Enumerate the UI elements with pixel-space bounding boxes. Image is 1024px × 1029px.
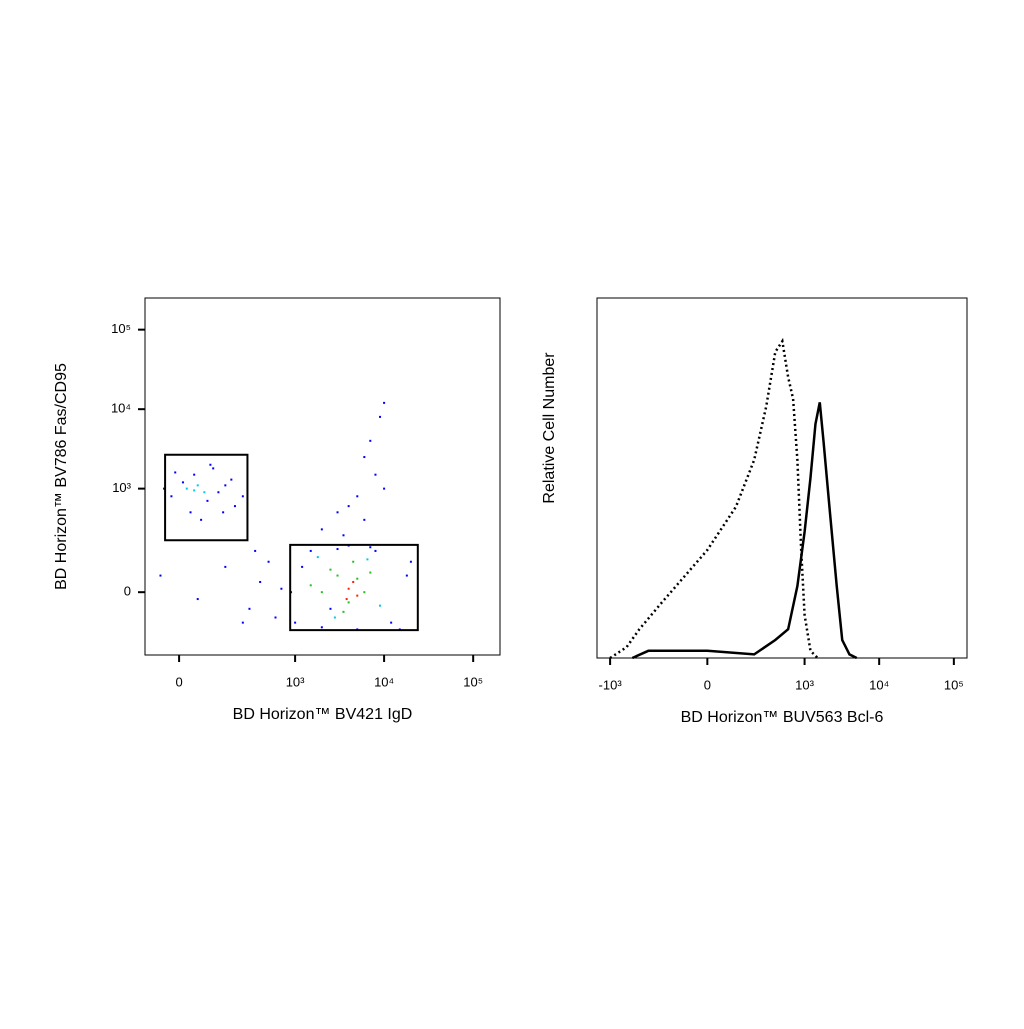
plot-frame — [596, 297, 968, 659]
event-dot — [390, 621, 393, 624]
event-dot — [233, 505, 236, 508]
event-dot — [369, 571, 372, 574]
event-dot — [383, 401, 386, 404]
event-dot — [309, 549, 312, 552]
event-dot — [374, 473, 377, 476]
x-tick-label: 10⁵ — [463, 674, 483, 689]
event-dot — [174, 471, 177, 474]
event-dot — [189, 511, 192, 514]
x-tick-label: 0 — [704, 677, 711, 692]
event-dot — [363, 591, 366, 594]
y-tick-label: 0 — [124, 584, 131, 599]
x-tick-label: 10³ — [286, 674, 305, 689]
event-dot — [352, 580, 355, 583]
gate — [289, 543, 419, 632]
event-dot — [374, 549, 377, 552]
x-tick-label: 10⁴ — [374, 674, 394, 689]
x-tick-label: -10³ — [599, 677, 623, 692]
event-dot — [217, 491, 220, 494]
y-axis-label: Relative Cell Number — [541, 352, 558, 504]
event-dot — [363, 456, 366, 459]
event-dot — [369, 439, 372, 442]
event-dot — [369, 546, 372, 549]
y-tick-label: 10³ — [112, 480, 131, 495]
event-dot — [329, 607, 332, 610]
x-axis-label: BD Horizon™ BUV563 Bcl-6 — [681, 709, 884, 726]
event-dot — [254, 549, 257, 552]
event-dot — [347, 587, 350, 590]
event-dot — [259, 580, 262, 583]
event-dot — [181, 481, 184, 484]
event-dot — [230, 478, 233, 481]
event-dot — [347, 505, 350, 508]
y-tick-label: 10⁵ — [111, 321, 131, 336]
event-dot — [241, 495, 244, 498]
event-dot — [336, 511, 339, 514]
y-axis-label: BD Horizon™ BV786 Fas/CD95 — [53, 363, 70, 590]
event-dot — [352, 560, 355, 563]
event-dot — [267, 560, 270, 563]
event-dot — [196, 598, 199, 601]
event-dot — [347, 601, 350, 604]
gate — [164, 453, 249, 542]
event-dot — [212, 467, 215, 470]
x-tick-label: 10³ — [795, 677, 814, 692]
event-dot — [163, 487, 166, 490]
event-dot — [203, 491, 206, 494]
event-dot — [196, 484, 199, 487]
event-dot — [363, 518, 366, 521]
event-dot — [329, 568, 332, 571]
event-dot — [200, 518, 203, 521]
event-dot — [209, 463, 212, 466]
x-tick-label: 10⁵ — [944, 677, 964, 692]
event-dot — [301, 565, 304, 568]
event-dot — [193, 489, 196, 492]
event-dot — [345, 598, 348, 601]
event-dot — [280, 587, 283, 590]
event-dot — [405, 574, 408, 577]
event-dot — [356, 594, 359, 597]
event-dot — [342, 610, 345, 613]
event-dot — [320, 591, 323, 594]
event-dot — [320, 528, 323, 531]
event-dot — [342, 534, 345, 537]
event-dot — [241, 621, 244, 624]
event-dot — [336, 548, 339, 551]
event-dot — [170, 495, 173, 498]
event-dot — [224, 565, 227, 568]
event-dot — [248, 607, 251, 610]
event-dot — [222, 511, 225, 514]
event-dot — [309, 584, 312, 587]
event-dot — [193, 473, 196, 476]
event-dot — [206, 499, 209, 502]
x-tick-label: 0 — [175, 674, 182, 689]
event-dot — [336, 574, 339, 577]
event-dot — [320, 626, 323, 629]
event-dot — [356, 495, 359, 498]
event-dot — [383, 487, 386, 490]
event-dot — [185, 487, 188, 490]
event-dot — [409, 560, 412, 563]
event-dot — [274, 616, 277, 619]
event-dot — [379, 604, 382, 607]
y-tick-label: 10⁴ — [111, 401, 131, 416]
x-tick-label: 10⁴ — [869, 677, 889, 692]
event-dot — [333, 616, 336, 619]
event-dot — [379, 415, 382, 418]
x-axis-label: BD Horizon™ BV421 IgD — [233, 706, 413, 723]
histogram-line — [609, 337, 819, 660]
event-dot — [316, 556, 319, 559]
event-dot — [159, 574, 162, 577]
event-dot — [224, 484, 227, 487]
histogram-line — [631, 402, 858, 660]
event-dot — [366, 558, 369, 561]
event-dot — [356, 577, 359, 580]
event-dot — [294, 621, 297, 624]
plot-frame — [144, 297, 501, 656]
